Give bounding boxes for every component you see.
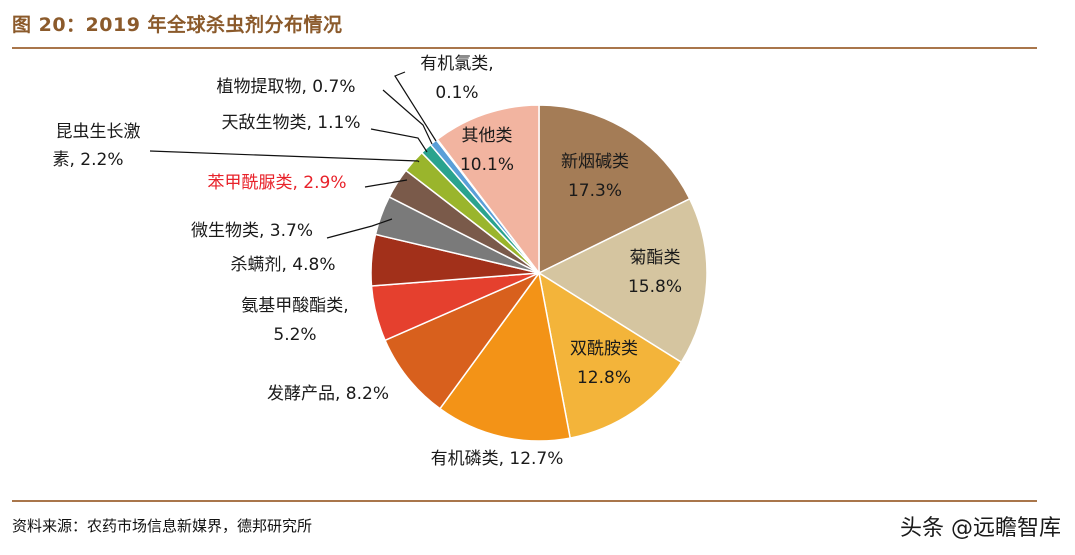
- slice-label-14: 其他类 10.1%: [460, 126, 514, 175]
- pie-slice-4: [438, 271, 572, 442]
- bottom-divider: [12, 500, 1037, 502]
- slice-label-8: 微生物类, 3.7%: [191, 221, 313, 241]
- slice-label-3: 双酰胺类 12.8%: [570, 339, 638, 388]
- leader-line-9: [364, 179, 408, 188]
- leader-line-8: [326, 218, 393, 239]
- pie-slice-1: [538, 104, 691, 275]
- chart-title: 图 20：2019 年全球杀虫剂分布情况: [12, 14, 343, 36]
- pie-slice-3: [537, 271, 683, 439]
- slice-label-5: 发酵产品, 8.2%: [267, 384, 389, 404]
- slice-label-4: 有机磷类, 12.7%: [431, 449, 564, 469]
- slice-label-2: 菊酯类 15.8%: [628, 248, 682, 297]
- leader-line-10: [149, 150, 420, 163]
- leader-line-13: [394, 71, 437, 142]
- slice-label-10: 昆虫生长激素, 2.2%: [53, 122, 141, 170]
- slice-label-6: 氨基甲酸酯类, 5.2%: [241, 296, 348, 345]
- watermark: 头条 @远瞻智库: [900, 516, 1061, 541]
- slice-label-12: 植物提取物, 0.7%: [217, 77, 356, 97]
- slice-label-1: 新烟碱类 17.3%: [561, 152, 629, 201]
- leader-line-11: [370, 128, 428, 153]
- leader-line-12: [382, 89, 433, 145]
- slice-label-11: 天敌生物类, 1.1%: [222, 113, 361, 133]
- slice-label-7: 杀螨剂, 4.8%: [231, 255, 336, 275]
- slice-label-13: 有机氯类, 0.1%: [420, 54, 493, 103]
- pie-slice-2: [537, 197, 708, 364]
- pie-chart: 新烟碱类 17.3% 菊酯类 15.8% 双酰胺类 12.8% 有机磷类, 12.7% 发酵产…: [53, 54, 708, 469]
- slice-label-9: 苯甲酰脲类, 2.9%: [208, 173, 347, 193]
- pie-slice-14: [436, 104, 540, 276]
- pie-slice-5: [384, 271, 542, 410]
- source-note: 资料来源：农药市场信息新媒界，德邦研究所: [12, 517, 313, 535]
- top-divider: [12, 47, 1037, 49]
